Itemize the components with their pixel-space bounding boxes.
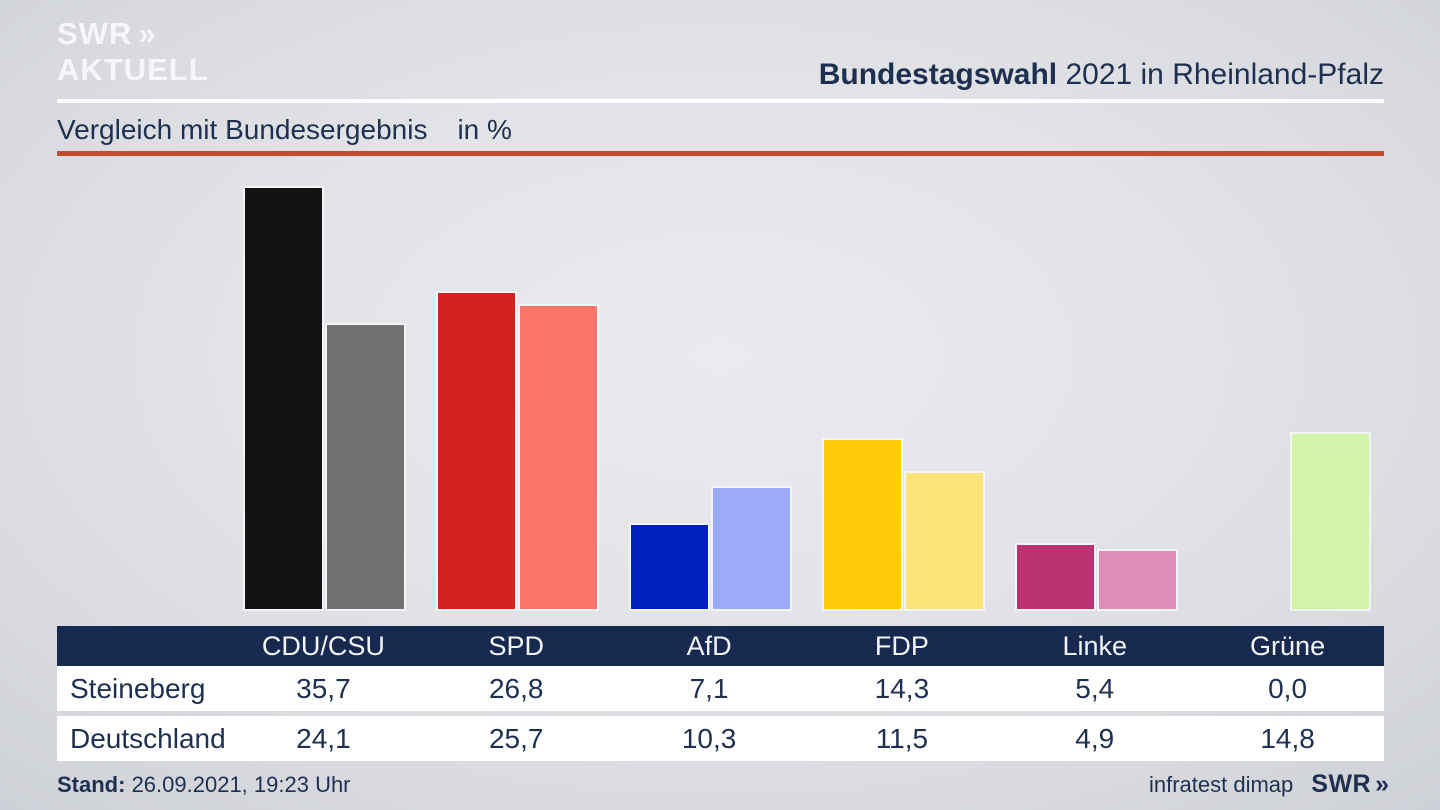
party-column-header-linke: Linke <box>1062 630 1128 661</box>
header-divider <box>57 99 1384 103</box>
page-title-bold: Bundestagswahl <box>818 58 1058 91</box>
swr-aktuell-logo: SWR» AKTUELL <box>57 16 209 88</box>
result-deutschland-cdu-csu: 24,1 <box>296 722 351 754</box>
swr-footer-logo-text: SWR <box>1311 770 1372 798</box>
bar-deutschland-fdp <box>905 473 983 609</box>
result-deutschland-fdp: 11,5 <box>875 722 929 754</box>
page-title: Bundestagswahl 2021 in Rheinland-Pfalz <box>819 58 1384 92</box>
swr-footer-logo: SWR» <box>1311 770 1389 799</box>
credits: infratest dimap SWR» <box>1148 770 1389 799</box>
result-steineberg-linke: 5,4 <box>1075 672 1115 704</box>
bar-deutschland-grüne <box>1291 434 1369 609</box>
accent-divider <box>57 151 1384 156</box>
result-deutschland-linke: 4,9 <box>1075 722 1115 754</box>
timestamp: Stand: 26.09.2021, 19:23 Uhr <box>57 772 351 798</box>
result-steineberg-spd: 26,8 <box>488 672 544 704</box>
page-title-rest: 2021 in Rheinland-Pfalz <box>1057 58 1384 91</box>
stand-value: 26.09.2021, 19:23 Uhr <box>125 772 351 797</box>
table-header-row: CDU/CSU SPD AfD FDP Linke Grüne <box>57 626 1384 666</box>
bar-deutschland-spd <box>519 306 597 609</box>
bar-steineberg-cdu-csu <box>244 188 322 609</box>
bar-deutschland-cdu-csu <box>326 325 404 609</box>
row-label-deutschland: Deutschland <box>70 722 226 754</box>
swr-logo-text: SWR <box>57 16 133 51</box>
source-label: infratest dimap <box>1148 772 1294 797</box>
table-row-steineberg: Steineberg 35,7 26,8 7,1 14,3 5,4 0,0 <box>57 666 1384 711</box>
result-deutschland-spd: 25,7 <box>488 722 544 754</box>
result-deutschland-afd: 10,3 <box>681 722 737 754</box>
result-steineberg-fdp: 14,3 <box>874 672 930 704</box>
result-steineberg-grüne: 0,0 <box>1268 672 1308 704</box>
bar-chart <box>0 165 1440 609</box>
row-label-steineberg: Steineberg <box>70 672 206 704</box>
swr-footer-chevrons-icon: » <box>1375 770 1389 798</box>
swr-logo-line: SWR» <box>57 16 209 52</box>
result-deutschland-grüne: 14,8 <box>1260 722 1315 754</box>
swr-chevrons-icon: » <box>138 16 155 51</box>
bar-deutschland-linke <box>1098 551 1176 609</box>
party-column-header-afd: AfD <box>686 630 732 661</box>
result-steineberg-afd: 7,1 <box>689 672 729 704</box>
bar-steineberg-afd <box>630 525 708 609</box>
bar-steineberg-spd <box>437 293 515 609</box>
subtitle-unit: in % <box>457 114 512 145</box>
bar-deutschland-afd <box>712 488 790 609</box>
party-column-header-grüne: Grüne <box>1250 630 1326 661</box>
subtitle-text: Vergleich mit Bundesergebnis <box>57 114 428 145</box>
results-table: CDU/CSU SPD AfD FDP Linke Grüne Steineberg 35,… <box>57 626 1384 761</box>
bar-steineberg-fdp <box>823 440 901 609</box>
chart-subtitle: Vergleich mit Bundesergebnis in % <box>57 114 512 146</box>
aktuell-logo-text: AKTUELL <box>57 52 209 87</box>
bar-steineberg-linke <box>1016 545 1094 609</box>
party-column-header-spd: SPD <box>488 630 544 661</box>
table-row-deutschland: Deutschland 24,1 25,7 10,3 11,5 4,9 14,8 <box>57 716 1384 761</box>
result-steineberg-cdu-csu: 35,7 <box>296 672 351 704</box>
stand-label: Stand: <box>57 772 126 797</box>
party-column-header-cdu-csu: CDU/CSU <box>261 630 385 661</box>
party-column-header-fdp: FDP <box>874 630 929 661</box>
